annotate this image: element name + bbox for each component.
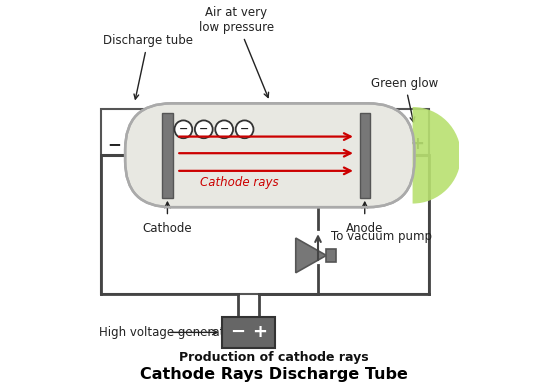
Circle shape (216, 120, 233, 138)
Text: −: − (240, 124, 249, 134)
Circle shape (236, 120, 253, 138)
Bar (101, 109, 429, 294)
Text: −: − (230, 323, 245, 341)
Text: +: + (252, 323, 267, 341)
Circle shape (174, 120, 193, 138)
Text: −: − (108, 135, 121, 153)
Bar (162, 113, 173, 198)
Text: Cathode rays: Cathode rays (200, 177, 278, 189)
Text: Air at very
low pressure: Air at very low pressure (199, 6, 274, 97)
Polygon shape (296, 238, 327, 273)
Wedge shape (412, 107, 461, 204)
Bar (327, 249, 336, 262)
Text: Cathode: Cathode (143, 222, 192, 235)
Text: Green glow: Green glow (371, 77, 439, 122)
Text: −: − (219, 124, 229, 134)
Text: Cathode Rays Discharge Tube: Cathode Rays Discharge Tube (139, 367, 408, 381)
Circle shape (195, 120, 213, 138)
Text: Production of cathode rays: Production of cathode rays (179, 351, 368, 364)
Text: −: − (179, 124, 188, 134)
FancyBboxPatch shape (125, 103, 415, 207)
Text: −: − (199, 124, 208, 134)
Text: +: + (410, 135, 424, 153)
Text: Discharge tube: Discharge tube (103, 34, 193, 99)
Bar (359, 113, 370, 198)
Text: Anode: Anode (346, 222, 383, 235)
Text: To vacuum pump: To vacuum pump (331, 230, 432, 243)
Text: High voltage generator: High voltage generator (99, 326, 237, 339)
Bar (222, 317, 275, 348)
